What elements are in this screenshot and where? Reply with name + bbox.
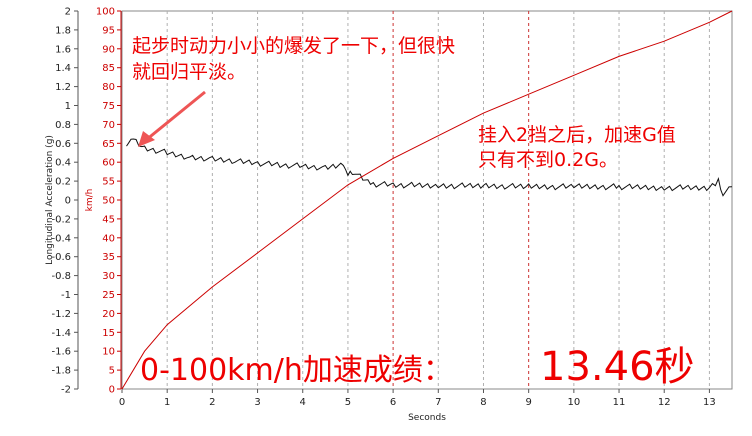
left-tick-label: -0.2 [51,214,71,225]
annotation-arrow [138,90,206,147]
x-axis: 0 1 2 3 4 5 6 7 8 9 10 11 12 13 [119,389,716,408]
x-tick-label: 0 [119,397,125,408]
right-tick-label: 20 [102,309,115,320]
annotation-top-left-line2: 就回归平淡。 [132,61,246,83]
left-tick-label: 1.6 [55,44,71,55]
x-tick-label: 2 [209,397,215,408]
x-tick-label: 4 [300,397,306,408]
x-tick-label: 13 [703,397,716,408]
right-tick-label: 50 [102,196,115,207]
annotation-top-left-line1: 起步时动力小小的爆发了一下，但很快 [132,35,455,57]
left-tick-label: 2 [65,7,71,18]
left-tick-label: -1 [61,290,71,301]
series-group [121,10,733,390]
left-tick-label: -1.4 [51,328,71,339]
left-axis-label: Longitudinal Acceleration (g) [45,135,55,265]
left-y-axis: 2 1.8 1.6 1.4 1.2 1 0.8 0.6 0.4 0.2 0 -0.2 -0.4 -0.6 -… [51,7,79,396]
left-tick-label: 1.8 [55,25,71,36]
left-tick-label: -1.8 [51,366,71,377]
x-axis-label: Seconds [408,413,446,423]
right-tick-label: 95 [102,25,115,36]
right-tick-label: 10 [102,347,115,358]
right-tick-label: 90 [102,44,115,55]
left-tick-label: 0.2 [55,177,71,188]
left-tick-label: 0.6 [55,139,71,150]
right-tick-label: 30 [102,271,115,282]
right-tick-label: 5 [109,366,115,377]
right-tick-label: 15 [102,328,115,339]
left-tick-label: 1 [65,101,71,112]
grid-lines [166,11,710,389]
x-tick-label: 1 [164,397,170,408]
right-tick-label: 35 [102,252,115,263]
series-line-speed [121,10,733,390]
right-tick-label: 85 [102,63,115,74]
left-tick-label: 1.2 [55,82,71,93]
x-tick-label: 9 [525,397,531,408]
x-tick-label: 11 [613,397,626,408]
x-tick-label: 10 [567,397,580,408]
x-tick-label: 6 [390,397,396,408]
right-tick-label: 75 [102,101,115,112]
right-tick-label: 25 [102,290,115,301]
right-tick-label: 40 [102,233,115,244]
left-tick-label: -0.8 [51,271,71,282]
right-tick-label: 100 [96,7,115,18]
plot-area [121,10,733,390]
right-y-axis: 1009590858075706560555045403530252015105… [96,7,122,396]
x-tick-label: 3 [254,397,260,408]
x-tick-label: 12 [658,397,671,408]
right-tick-label: 80 [102,82,115,93]
right-axis-label: km/h [85,189,95,212]
series-line-acceleration [126,138,733,197]
left-tick-label: 0.8 [55,120,71,131]
x-tick-label: 7 [435,397,441,408]
left-tick-label: -1.6 [51,347,71,358]
left-tick-label: 0 [65,196,71,207]
right-tick-label: 70 [102,120,115,131]
x-tick-label: 5 [345,397,351,408]
right-tick-label: 65 [102,139,115,150]
right-tick-label: 0 [109,385,115,396]
right-tick-label: 60 [102,158,115,169]
annotation-right-line2: 只有不到0.2G。 [478,149,618,171]
left-tick-label: -1.2 [51,309,71,320]
right-tick-label: 45 [102,214,115,225]
annotation-right-line1: 挂入2挡之后，加速G值 [478,124,676,146]
left-tick-label: -0.4 [51,233,71,244]
left-tick-label: 0.4 [55,158,71,169]
annotation-result-value: 13.46秒 [540,344,695,390]
left-tick-label: -2 [61,385,71,396]
left-tick-label: 1.4 [55,63,71,74]
x-tick-label: 8 [480,397,486,408]
left-tick-label: -0.6 [51,252,71,263]
annotation-result-prefix: 0-100km/h加速成绩： [140,353,453,388]
right-tick-label: 55 [102,177,115,188]
